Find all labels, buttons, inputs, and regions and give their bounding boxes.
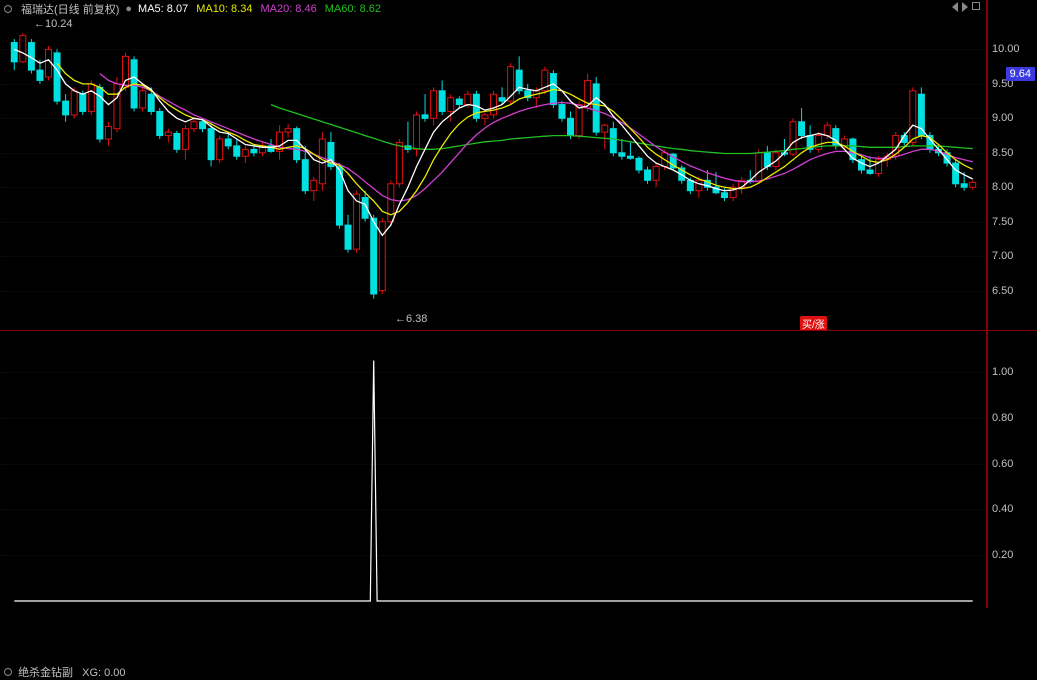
- info-icon: [4, 668, 12, 676]
- chart-container: 福瑞达(日线 前复权) ● MA5: 8.07MA10: 8.34MA20: 8…: [0, 0, 1037, 610]
- current-price-badge: 9.64: [1006, 67, 1035, 81]
- indicator-svg: [0, 331, 987, 609]
- indicator-y-axis: 1.000.800.600.400.20: [987, 330, 1037, 608]
- low-annotation: ←6.38: [395, 313, 427, 325]
- indicator-name: 绝杀金钻副: [18, 667, 73, 679]
- high-annotation: ←10.24: [34, 18, 73, 30]
- indicator-value: XG: 0.00: [82, 667, 125, 679]
- price-svg: [0, 0, 987, 330]
- price-y-axis: 10.009.509.008.508.007.507.006.50 9.64: [987, 0, 1037, 330]
- buy-sell-badge: 买/涨: [800, 316, 827, 331]
- indicator-panel[interactable]: 绝杀金钻副 XG: 0.00: [0, 330, 987, 608]
- indicator-header: 绝杀金钻副 XG: 0.00: [4, 664, 126, 680]
- price-panel[interactable]: 福瑞达(日线 前复权) ● MA5: 8.07MA10: 8.34MA20: 8…: [0, 0, 987, 330]
